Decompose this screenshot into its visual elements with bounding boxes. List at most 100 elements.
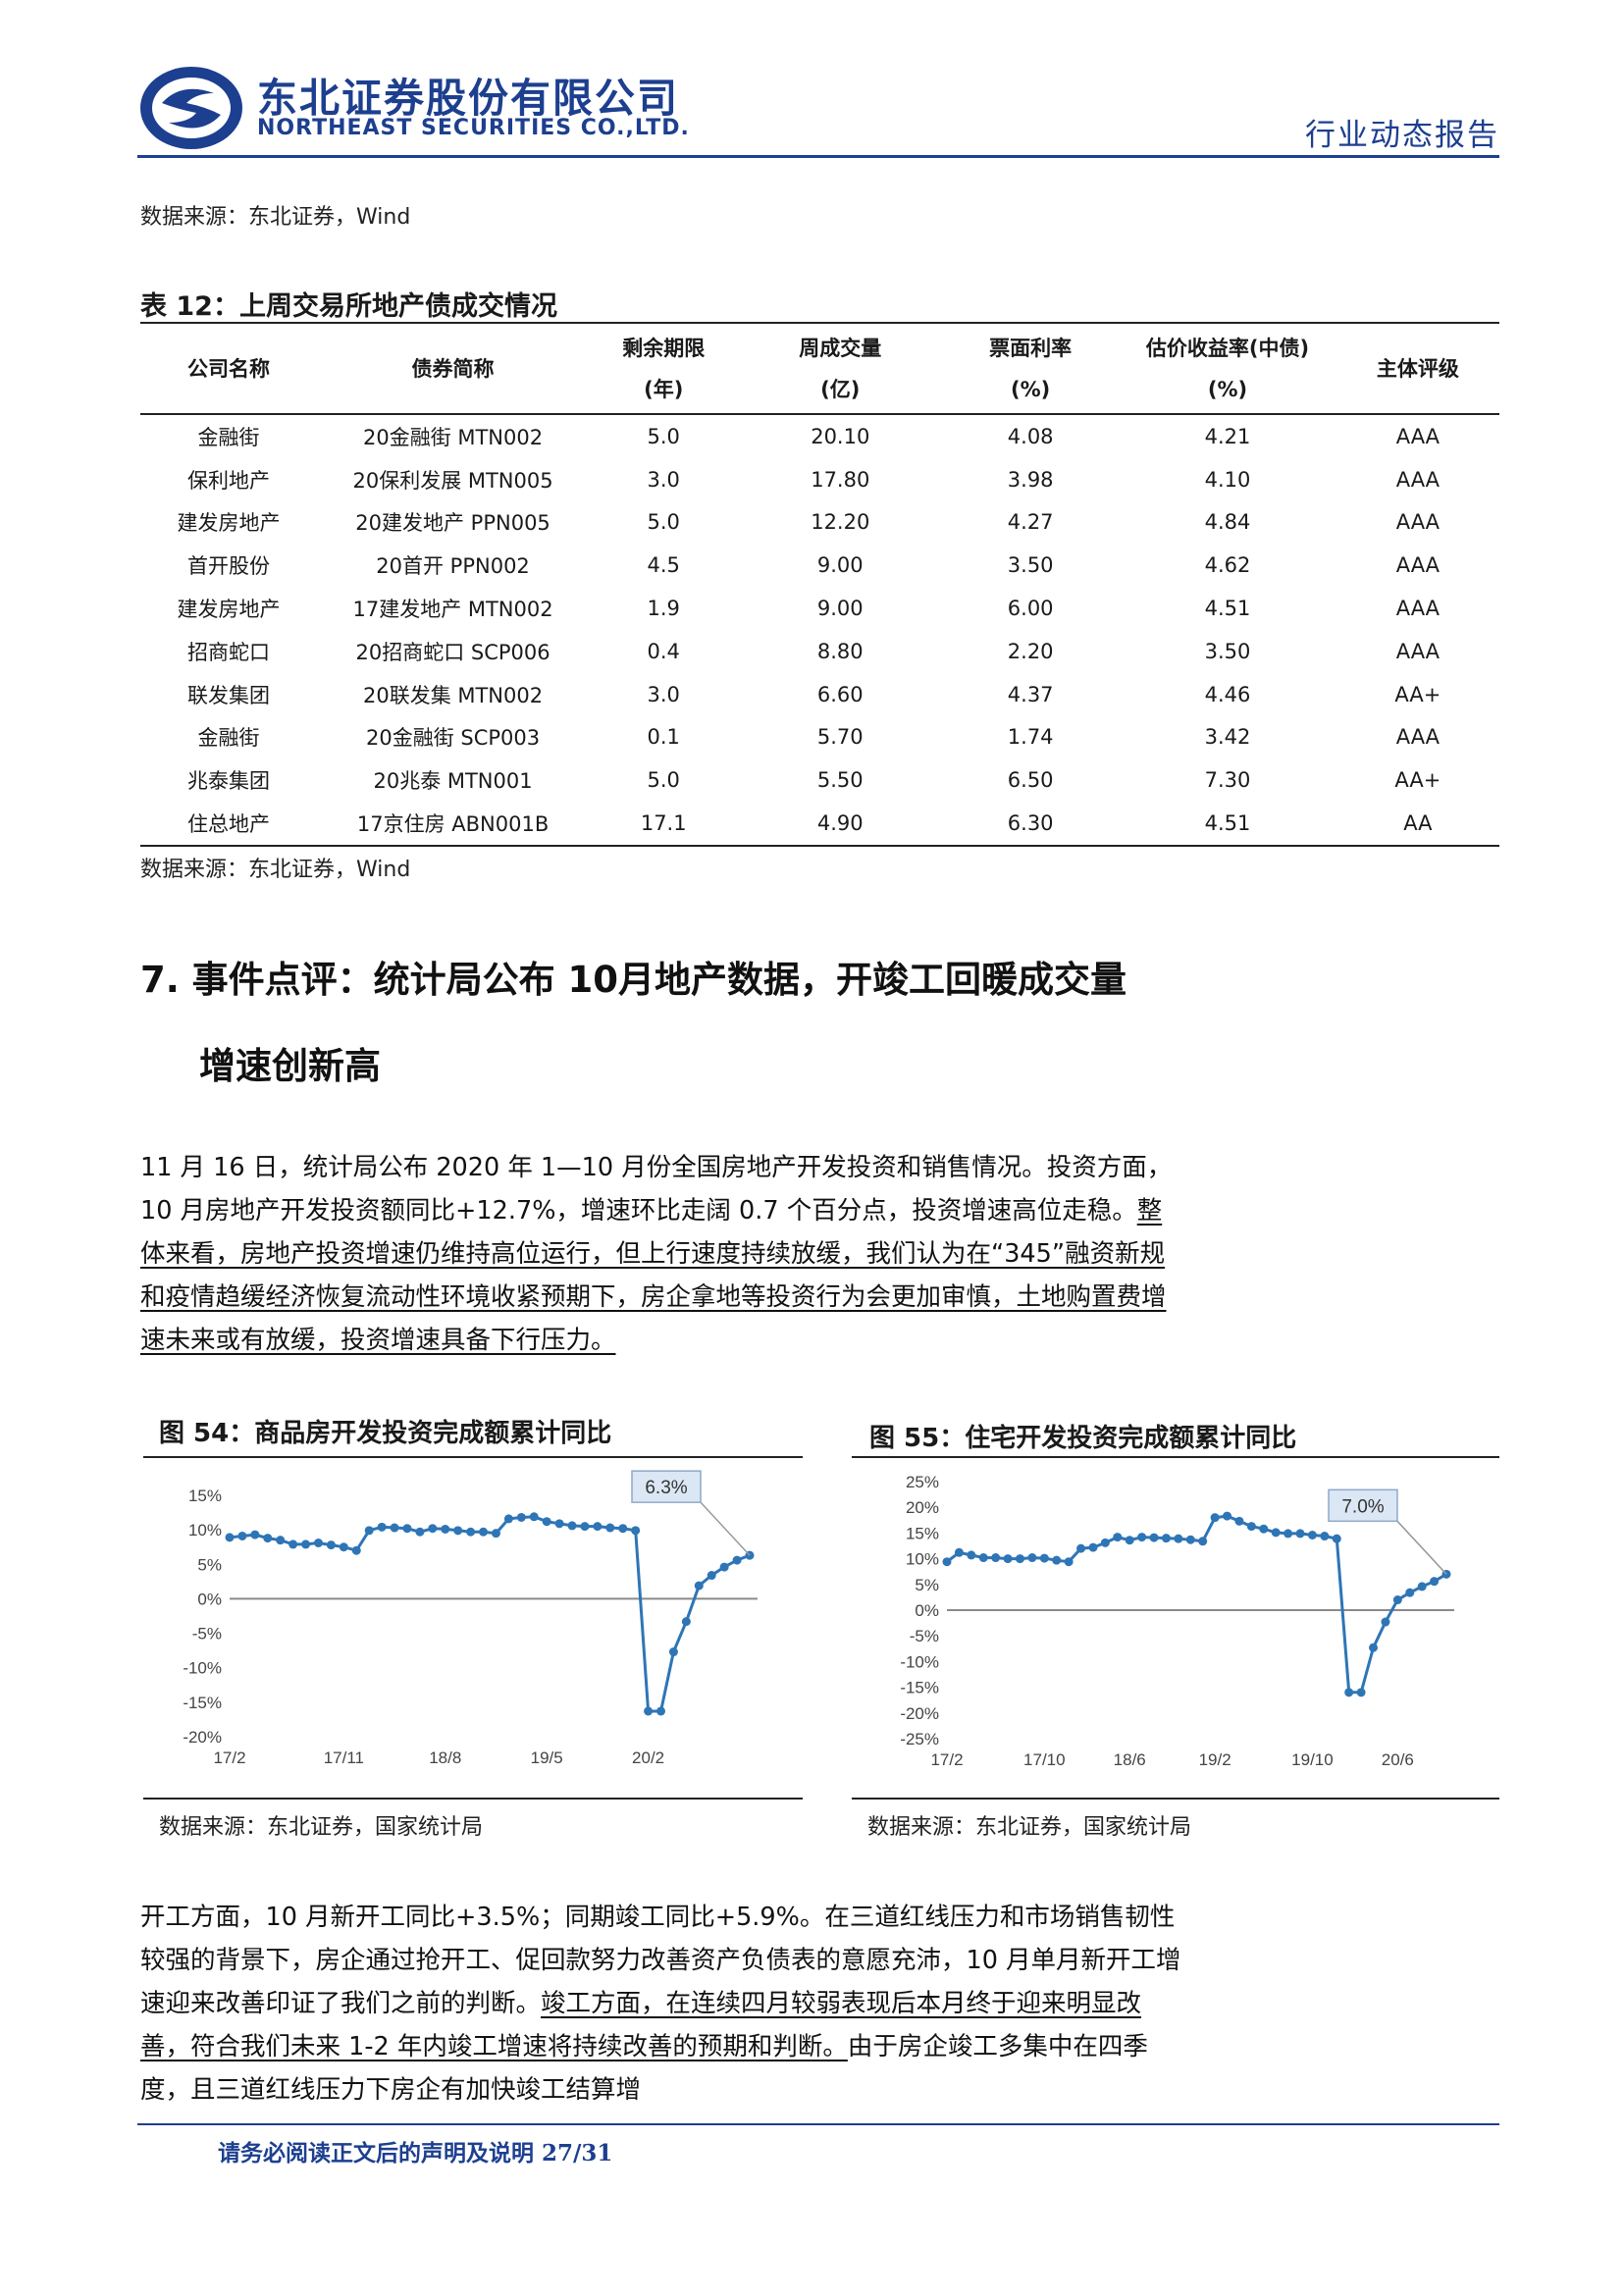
data-point — [1392, 1595, 1402, 1605]
annotation-label: 7.0% — [1341, 1496, 1384, 1517]
table-cell: 建发房地产 — [177, 598, 281, 622]
data-point — [1027, 1553, 1037, 1563]
table-cell: 4.51 — [1204, 597, 1251, 621]
data-point — [991, 1553, 1001, 1563]
section-title-continued: 增速创新高 — [199, 1045, 381, 1087]
y-tick-label: -15% — [183, 1694, 222, 1712]
table-cell: 4.5 — [647, 553, 680, 578]
table-cell: AAA — [1395, 639, 1441, 663]
table-cell: 3.0 — [647, 682, 680, 706]
table-row: 金融街 20金融街 SCP003 0.1 5.70 1.74 3.42 AAA — [140, 716, 1499, 759]
figure-55-title: 图 55：住宅开发投资完成额累计同比 — [869, 1424, 1297, 1453]
table-cell: 6.60 — [816, 682, 864, 706]
table-caption: 表 12：上周交易所地产债成交情况 — [140, 291, 557, 322]
table-row: 首开股份 20首开 PPN002 4.5 9.00 3.50 4.62 AAA — [140, 544, 1499, 587]
annotation-box — [631, 1470, 702, 1503]
table-cell: 3.50 — [1007, 553, 1054, 578]
data-point — [313, 1538, 323, 1547]
table-cell: 17京住房 ABN001B — [317, 802, 590, 847]
x-tick-label: 18/8 — [429, 1748, 461, 1767]
table-cell: AAA — [1395, 597, 1441, 621]
data-point — [1210, 1513, 1220, 1523]
x-tick-label: 19/2 — [1199, 1750, 1231, 1769]
data-point — [1332, 1534, 1341, 1543]
table-cell: 20首开 PPN002 — [376, 554, 530, 579]
table-cell: 联发集团 — [187, 683, 271, 707]
data-point — [326, 1540, 336, 1550]
data-point — [479, 1527, 489, 1537]
table-cell: 6.50 — [1007, 768, 1054, 793]
data-point — [1246, 1522, 1256, 1532]
data-point — [1369, 1643, 1379, 1652]
data-point — [364, 1526, 374, 1536]
figure-54-title: 图 54：商品房开发投资完成额累计同比 — [159, 1419, 612, 1448]
table-cell: 住总地产 — [140, 802, 318, 847]
annotation-box — [1328, 1488, 1398, 1523]
table-cell: 4.27 — [1007, 510, 1054, 535]
x-tick-label: 17/2 — [213, 1748, 245, 1767]
data-point — [1344, 1688, 1354, 1697]
data-point — [466, 1527, 476, 1537]
table-cell: AA+ — [1394, 682, 1441, 706]
annotation-leader — [1396, 1520, 1447, 1575]
data-point — [1430, 1577, 1440, 1587]
y-tick-label: -5% — [192, 1625, 222, 1644]
data-source-top: 数据来源：东北证券，Wind — [140, 205, 411, 230]
data-point — [351, 1545, 361, 1555]
company-name-en: NORTHEAST SECURITIES CO.,LTD. — [257, 116, 690, 140]
table-cell: 5.50 — [816, 768, 864, 793]
y-tick-label: 15% — [906, 1524, 939, 1542]
table-cell: 3.98 — [1007, 467, 1054, 492]
table-cell: 20.10 — [811, 424, 870, 448]
paragraph-text: 开工方面，10 月新开工同比+3.5%；同期竣工同比+5.9%。在三道红线压力和… — [140, 1903, 1181, 2018]
data-point — [1307, 1530, 1317, 1539]
data-point — [1052, 1555, 1062, 1565]
x-tick-label: 17/2 — [930, 1750, 963, 1769]
y-tick-label: -20% — [900, 1704, 939, 1723]
table-cell: 4.84 — [1204, 510, 1251, 535]
figure-54-bottom-rule — [143, 1798, 803, 1800]
y-tick-label: -20% — [183, 1728, 222, 1747]
table-cell: 20招商蛇口 SCP006 — [355, 640, 550, 664]
table-cell: 4.21 — [1204, 424, 1251, 448]
table-cell: 5.0 — [647, 510, 680, 535]
data-point — [1417, 1582, 1427, 1592]
data-point — [1161, 1534, 1171, 1543]
table-cell: 1.9 — [647, 597, 680, 621]
report-type: 行业动态报告 — [1305, 118, 1499, 153]
data-point — [631, 1526, 641, 1536]
table-cell: 5.0 — [647, 424, 680, 448]
data-point — [1113, 1533, 1123, 1542]
table-cell: 兆泰集团 — [187, 769, 271, 794]
paragraph-investment: 11 月 16 日，统计局公布 2020 年 1—10 月份全国房地产开发投资和… — [140, 1146, 1182, 1362]
data-point — [668, 1647, 678, 1657]
table-cell: AAA — [1395, 467, 1441, 492]
table-cell: 0.1 — [647, 725, 680, 750]
table-cell: 3.0 — [647, 467, 680, 492]
data-point — [567, 1521, 577, 1531]
data-point — [1149, 1533, 1159, 1542]
y-tick-label: 0% — [197, 1590, 222, 1608]
data-point — [656, 1706, 666, 1716]
data-point — [1381, 1617, 1390, 1627]
table-cell: 保利地产 — [187, 468, 271, 493]
paragraph-construction: 开工方面，10 月新开工同比+3.5%；同期竣工同比+5.9%。在三道红线压力和… — [140, 1896, 1182, 2112]
data-point — [1283, 1529, 1293, 1539]
bond-trade-table: 公司名称 债券简称 剩余期限 (年) 周成交量 (亿) 票面利率 (%) 估价收益率(… — [140, 322, 1499, 847]
data-point — [1125, 1536, 1134, 1545]
table-cell: 4.08 — [1007, 424, 1054, 448]
data-point — [428, 1524, 438, 1534]
table-cell: 20金融街 MTN002 — [362, 425, 544, 449]
y-tick-label: 5% — [915, 1576, 939, 1594]
table-row: 兆泰集团 20兆泰 MTN001 5.0 5.50 6.50 7.30 AA+ — [140, 758, 1499, 802]
table-row: 住总地产 17京住房 ABN001B 17.1 4.90 6.30 4.51 AA — [140, 802, 1499, 847]
table-row: 联发集团 20联发集 MTN002 3.0 6.60 4.37 4.46 AA+ — [140, 673, 1499, 716]
data-point — [1100, 1538, 1110, 1547]
y-tick-label: 20% — [906, 1498, 939, 1517]
data-point — [707, 1571, 716, 1581]
data-point — [1174, 1534, 1183, 1543]
company-logo-icon — [140, 67, 242, 149]
data-point — [1271, 1528, 1281, 1538]
table-cell: 4.62 — [1204, 553, 1251, 578]
data-point — [554, 1519, 564, 1529]
